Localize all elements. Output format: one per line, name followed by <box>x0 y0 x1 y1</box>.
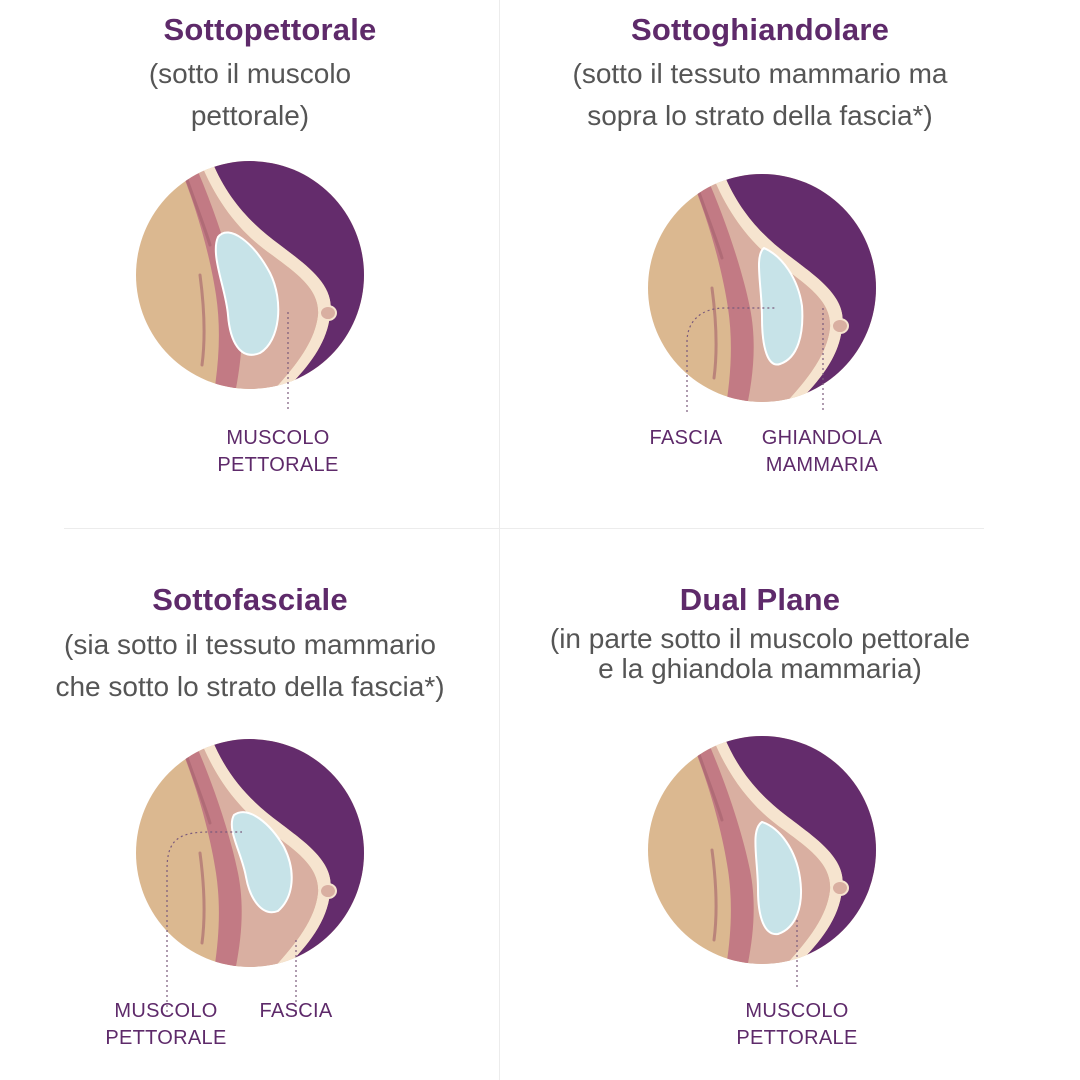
leader-line <box>166 831 242 1012</box>
label-ghiandola-mammaria: GHIANDOLA MAMMARIA <box>761 427 883 476</box>
panel-title: Sottopettorale <box>163 12 377 47</box>
nipple <box>831 880 849 896</box>
panel-title: Sottoghiandolare <box>630 12 890 47</box>
label-leaders <box>287 312 289 412</box>
circle-clip-group <box>136 739 364 967</box>
panel-sottoghiandolare: Sottoghiandolare (sotto il tessuto mamma… <box>500 0 1040 540</box>
skin-outline <box>706 736 843 964</box>
panel-subtitle: (sotto il muscolo pettorale) <box>148 58 352 131</box>
vertical-divider <box>499 0 500 1080</box>
skin-outline <box>194 161 331 389</box>
panel-sottofasciale: Sottofasciale (sia sotto il tessuto mamm… <box>0 540 540 1080</box>
breast-implant <box>230 811 293 914</box>
leader-line <box>686 307 776 412</box>
breast-illustration <box>648 174 876 402</box>
label-leaders <box>796 920 798 988</box>
label-fascia: FASCIA <box>259 1000 333 1022</box>
breast-illustration <box>136 739 364 967</box>
breast-illustration <box>136 161 364 389</box>
panel-dual-plane: Dual Plane (in parte sotto il muscolo pe… <box>500 540 1040 1080</box>
pectoral-muscle <box>170 161 242 389</box>
breast-illustration <box>648 736 876 964</box>
pectoral-muscle <box>682 736 754 964</box>
label-muscolo-pettorale: MUSCOLO PETTORALE <box>105 1000 227 1049</box>
panel-title: Sottofasciale <box>152 582 348 617</box>
circle-clip-group <box>648 736 876 964</box>
horizontal-divider <box>64 528 984 529</box>
panel-subtitle: (sia sotto il tessuto mammario che sotto… <box>55 629 445 702</box>
breast-implant <box>754 820 802 936</box>
label-muscolo-pettorale: MUSCOLO PETTORALE <box>736 1000 858 1049</box>
label-fascia: FASCIA <box>649 427 723 449</box>
skin-outline <box>194 739 331 967</box>
panel-sottopettorale: Sottopettorale (sotto il muscolo pettora… <box>0 0 540 540</box>
panel-subtitle: (sotto il tessuto mammario ma sopra lo s… <box>572 58 948 131</box>
panel-subtitle: (in parte sotto il muscolo pettorale e l… <box>549 623 971 684</box>
pectoral-muscle <box>170 739 242 967</box>
circle-clip-group <box>648 174 876 402</box>
nipple <box>319 305 337 321</box>
skin-outline <box>706 174 843 402</box>
breast-implant <box>214 231 280 356</box>
panel-title: Dual Plane <box>679 582 841 617</box>
nipple <box>831 318 849 334</box>
label-muscolo-pettorale: MUSCOLO PETTORALE <box>217 427 339 476</box>
label-leaders <box>686 307 824 412</box>
nipple <box>319 883 337 899</box>
label-leaders <box>166 831 297 1012</box>
pectoral-muscle <box>682 174 754 402</box>
breast-implant <box>758 246 804 366</box>
